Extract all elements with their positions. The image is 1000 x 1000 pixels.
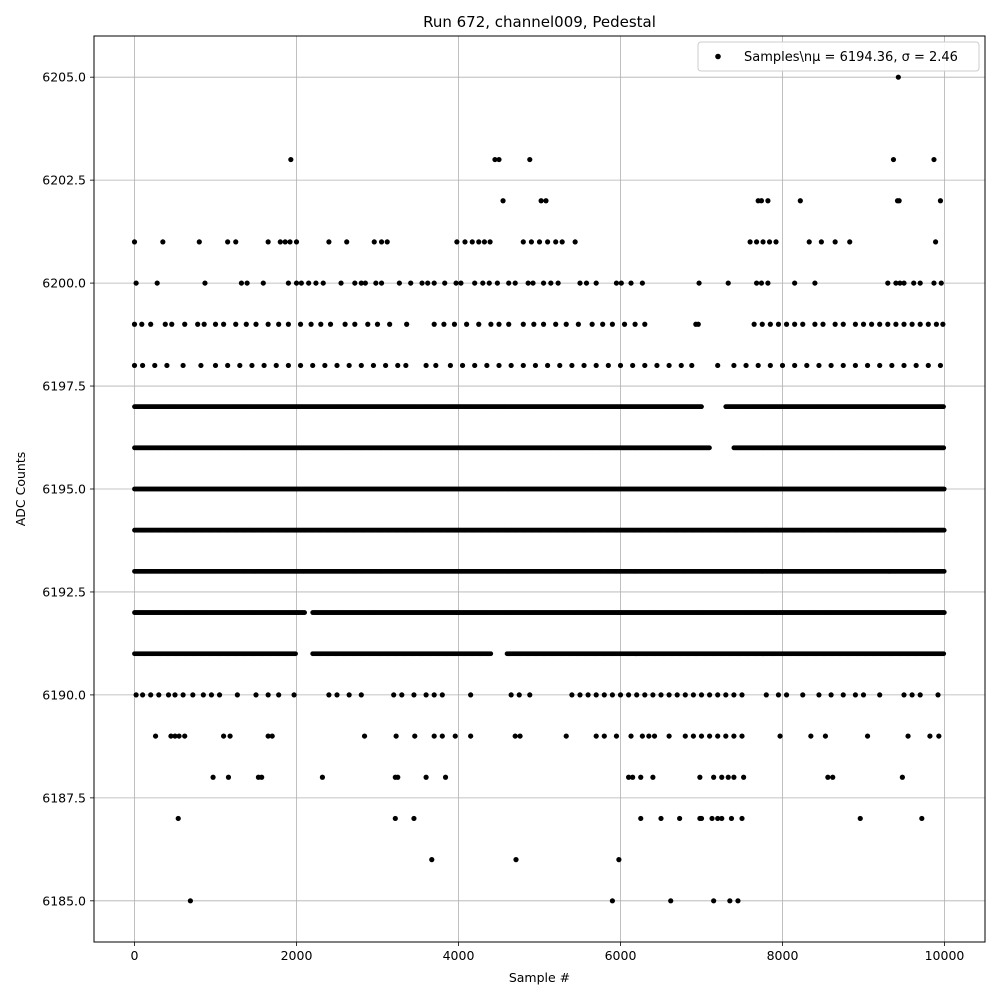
data-point <box>538 198 544 204</box>
data-point <box>832 239 838 245</box>
data-point <box>520 239 526 245</box>
data-point <box>384 239 390 245</box>
data-point <box>559 239 565 245</box>
data-point <box>527 156 533 163</box>
data-point <box>773 239 779 245</box>
data-point <box>378 239 385 245</box>
data-point <box>758 198 765 204</box>
data-point <box>699 404 704 410</box>
data-point <box>941 651 947 657</box>
data-point <box>847 239 853 245</box>
data-point <box>766 239 773 245</box>
data-point <box>572 239 578 245</box>
data-point <box>941 568 947 574</box>
data-point <box>753 239 760 245</box>
data-point <box>488 651 494 657</box>
data-point <box>233 239 239 245</box>
data-point <box>326 239 332 245</box>
data-point <box>543 198 549 204</box>
data-point <box>496 156 502 163</box>
data-point <box>454 239 460 245</box>
data-point <box>806 239 812 245</box>
data-point <box>277 239 283 245</box>
data-point <box>288 156 294 163</box>
data-point <box>487 239 493 245</box>
data-point <box>896 198 902 204</box>
data-point <box>287 239 293 245</box>
data-point <box>131 239 138 245</box>
data-point <box>545 239 551 245</box>
data-point <box>941 404 946 410</box>
data-point <box>536 239 543 245</box>
data-point <box>941 445 947 451</box>
data-point <box>462 239 468 245</box>
data-point <box>797 198 803 204</box>
data-point <box>500 198 506 204</box>
data-point <box>528 239 535 245</box>
data-point <box>818 239 824 245</box>
data-point <box>196 239 202 245</box>
data-point <box>481 239 488 245</box>
data-point <box>765 198 771 204</box>
data-point <box>371 239 377 245</box>
data-point <box>133 280 139 286</box>
data-point <box>293 651 298 657</box>
data-point <box>476 239 482 245</box>
data-point <box>941 527 947 533</box>
data-point <box>344 239 350 245</box>
data-point <box>747 239 753 245</box>
data-point <box>302 610 307 615</box>
data-point <box>265 239 271 245</box>
data-point <box>760 239 766 245</box>
data-point <box>941 610 947 615</box>
data-point <box>282 239 288 245</box>
data-point <box>707 445 712 451</box>
data-point <box>553 239 559 245</box>
data-point <box>293 239 300 245</box>
data-points <box>131 74 947 904</box>
data-point <box>469 239 475 245</box>
data-point <box>160 239 166 245</box>
data-point <box>890 156 897 163</box>
data-point <box>941 486 947 492</box>
data-point <box>225 239 231 245</box>
